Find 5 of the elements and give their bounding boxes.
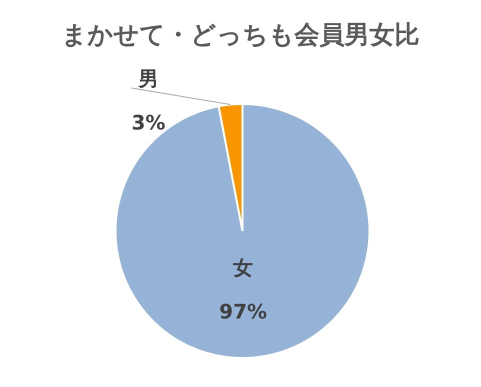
data-label: 3% bbox=[132, 110, 166, 134]
data-label: 97% bbox=[219, 300, 268, 324]
chart-title: まかせて・どっちも会員男女比 bbox=[60, 19, 420, 51]
slice-label: 女 bbox=[232, 255, 254, 280]
slice-label: 男 bbox=[137, 66, 158, 90]
